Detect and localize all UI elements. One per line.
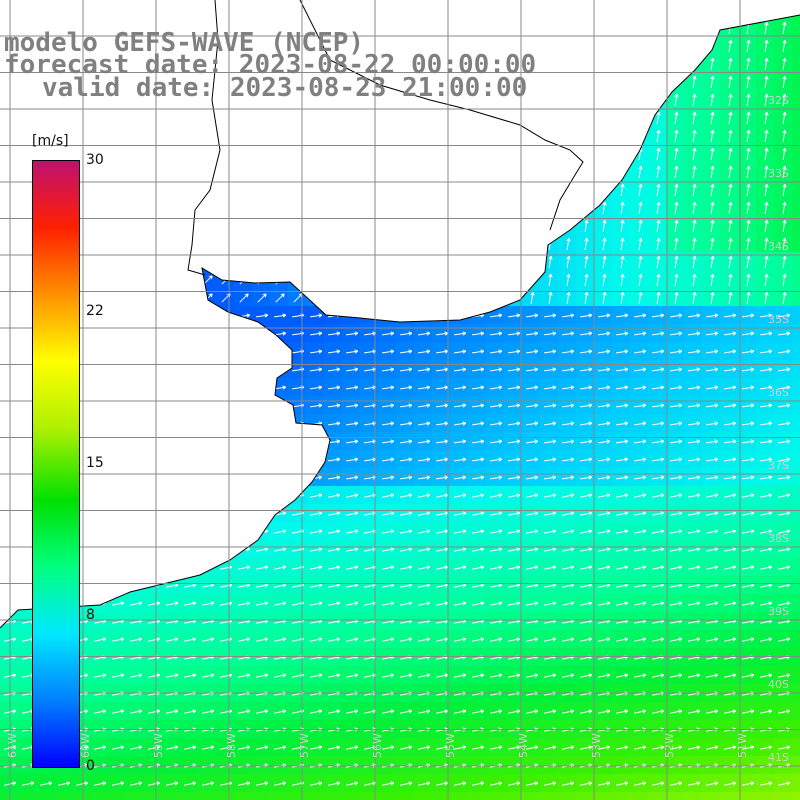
lat-label: 32S: [768, 94, 789, 107]
lat-label: 35S: [768, 313, 789, 326]
lat-label: 34S: [768, 240, 789, 253]
lat-label: 33S: [768, 167, 789, 180]
lat-label: 38S: [768, 532, 789, 545]
lat-label: 41S: [768, 751, 789, 764]
lat-label: 37S: [768, 459, 789, 472]
lon-label: 61W: [6, 733, 19, 758]
colorbar-tick-30: 30: [86, 152, 104, 168]
forecast-date-title: forecast date: 2023-08-22 00:00:00: [4, 50, 537, 80]
border-line: [187, 0, 221, 276]
lon-label: 54W: [517, 733, 530, 758]
colorbar-tick-8: 8: [86, 607, 95, 623]
lat-label: 40S: [768, 678, 789, 691]
valid-date-title: valid date: 2023-08-23 21:00:00: [42, 73, 528, 103]
lon-label: 53W: [590, 733, 603, 758]
lon-label: 51W: [736, 733, 749, 758]
lon-label: 57W: [298, 733, 311, 758]
model-title: modelo GEFS-WAVE (NCEP): [4, 28, 365, 58]
colorbar: [32, 160, 80, 768]
colorbar-tick-0: 0: [86, 758, 95, 774]
colorbar-unit: [m/s]: [32, 133, 69, 149]
lon-label: 58W: [225, 733, 238, 758]
lat-label: 36S: [768, 386, 789, 399]
border-line-east: [299, 0, 584, 231]
lon-label: 55W: [444, 733, 457, 758]
colorbar-tick-15: 15: [86, 455, 104, 471]
colorbar-tick-22: 22: [86, 303, 104, 319]
lon-label: 60W: [79, 733, 92, 758]
lon-label: 59W: [152, 733, 165, 758]
lat-label: 39S: [768, 605, 789, 618]
lon-label: 56W: [371, 733, 384, 758]
lon-label: 52W: [663, 733, 676, 758]
